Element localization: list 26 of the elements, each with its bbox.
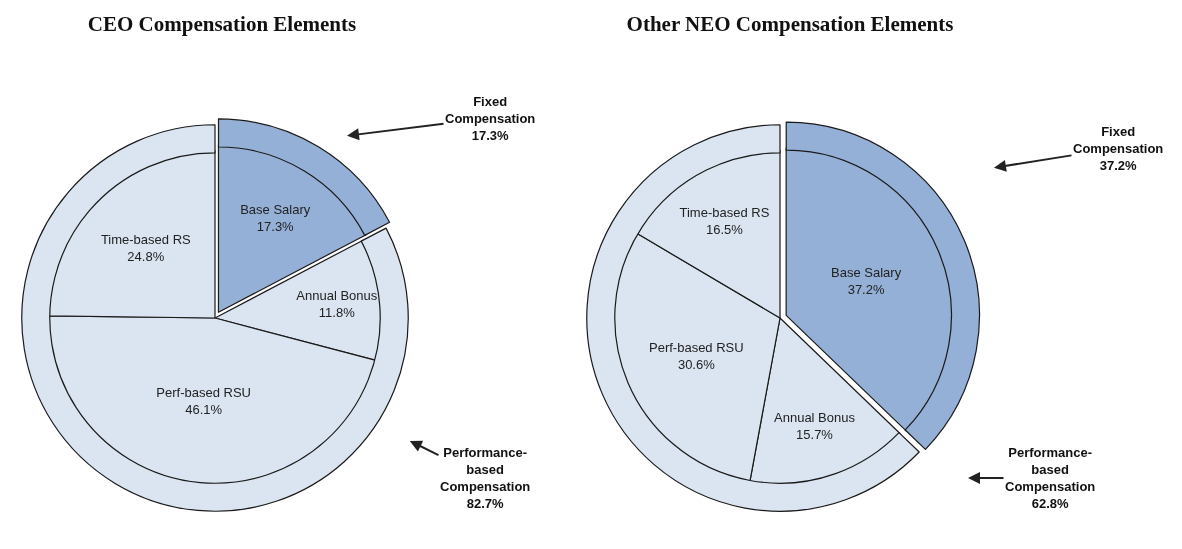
slice-label: Fixed Compensation (1073, 124, 1164, 156)
chart-title: CEO Compensation Elements (87, 12, 357, 37)
data-label: 11.8% (318, 305, 356, 321)
data-label: 24.8% (127, 249, 165, 265)
data-label: 82.7% (466, 495, 505, 511)
slice-label: Perf-based RSU (649, 340, 744, 356)
slice-label: Annual Bonus (296, 288, 378, 304)
slice-label: Fixed Compensation (445, 94, 536, 126)
legend-label: Performance-based Compensation (1005, 445, 1096, 494)
legend-label: Performance-based Compensation (440, 445, 531, 494)
slice-label: Time-based RS (100, 232, 192, 248)
data-label: 17.3% (471, 127, 510, 143)
chart-title: Other NEO Compensation Elements (626, 12, 954, 37)
slice-label: Base Salary (831, 265, 902, 281)
data-label: 62.8% (1031, 495, 1070, 511)
data-label: 16.5% (705, 221, 744, 237)
data-label: 17.3% (256, 218, 295, 234)
data-label: 15.7% (796, 427, 834, 443)
data-label: 37.2% (1099, 157, 1138, 173)
data-label: 46.1% (185, 402, 223, 418)
slice-label: Time-based RS (679, 204, 770, 220)
data-label: 30.6% (677, 357, 716, 373)
slice-label: Perf-based RSU (156, 385, 252, 401)
slice-label: Base Salary (240, 201, 311, 217)
slice-label: Annual Bonus (774, 410, 856, 426)
data-label: 37.2% (847, 282, 885, 298)
